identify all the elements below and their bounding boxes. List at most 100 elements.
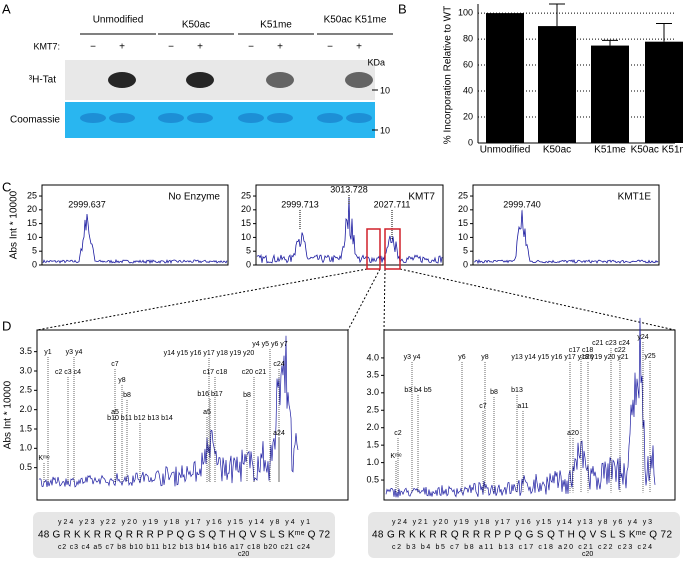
zoom-lines — [36, 268, 676, 331]
ion-row: y24 y21 y20 y19 y18 y17 y16 y15 y14 y13 … — [392, 519, 652, 526]
spectrum-title: No Enzyme — [168, 192, 220, 203]
ion-label: Kᵐᵉ — [390, 453, 402, 460]
peak-label: 2999.637 — [68, 199, 106, 209]
x-tick-label: K51me — [594, 145, 626, 156]
bar — [486, 13, 524, 143]
ion-label: y3 y4 — [404, 354, 421, 361]
y-tick-label: 20 — [27, 204, 37, 214]
coomassie-band — [80, 113, 106, 123]
y-tick-label: 15 — [27, 218, 37, 228]
ion-label: b8 — [243, 392, 251, 399]
peak-label: 3013.728 — [330, 184, 368, 194]
ion-label: c24 — [273, 361, 284, 368]
panel-label: A — [2, 1, 11, 16]
state: − — [248, 42, 254, 53]
y-tick-label: 10 — [241, 232, 251, 242]
y-tick-label: 15 — [241, 218, 251, 228]
marker-label: 10 — [380, 125, 390, 135]
state: + — [119, 42, 125, 53]
lane-label: Unmodified — [93, 15, 144, 26]
y-tick-label: 60 — [463, 59, 473, 69]
lane-label: K51me — [260, 20, 292, 31]
y-tick-label: 25 — [458, 190, 468, 200]
ion-label: b8 — [123, 392, 131, 399]
y-tick-label: 3.0 — [19, 365, 32, 375]
state: + — [356, 42, 362, 53]
y-tick-label: 0.5 — [19, 462, 32, 472]
ion-label: c17 c18 — [569, 347, 594, 354]
ion-label: a11 — [517, 403, 528, 410]
ion-label: y4 y5 y6 y7 — [252, 341, 288, 348]
ion-row: c20 — [238, 551, 249, 558]
y-tick-label: 2.5 — [19, 385, 32, 395]
ion-label: c2 — [394, 430, 402, 437]
spectrum-trace — [473, 210, 659, 265]
state: + — [277, 42, 283, 53]
state: − — [90, 42, 96, 53]
y-tick-label: 2.0 — [19, 404, 32, 414]
zoom-box — [366, 228, 381, 270]
kmt7-label: KMT7: — [33, 41, 60, 51]
ion-label: a5 — [203, 409, 211, 416]
spectrum-title: KMT1E — [618, 192, 652, 203]
spectrum-frame — [472, 184, 660, 266]
panel-label: D — [2, 318, 11, 333]
band — [266, 72, 294, 88]
y-tick-label: 5 — [463, 246, 468, 256]
ion-label: c7 — [479, 403, 487, 410]
spectrum-title: KMT7 — [408, 192, 435, 203]
ion-row: c2 b3 b4 b5 c7 b8 a11 b13 c17 c18 a20 c2… — [392, 544, 652, 551]
bar — [538, 26, 576, 143]
ion-label: y6 — [458, 354, 466, 361]
y-tick-label: 1.5 — [19, 423, 32, 433]
coomassie-band — [267, 113, 293, 123]
state: − — [327, 42, 333, 53]
y-tick-label: 0 — [32, 259, 37, 269]
ion-label: y3 y4 — [66, 349, 83, 356]
coomassie-band — [187, 113, 213, 123]
peak-label: 2027.711 — [374, 199, 411, 209]
ion-label: a5 — [111, 409, 119, 416]
ion-label: a20 — [567, 430, 579, 437]
y-tick-label: 10 — [458, 232, 468, 242]
y-axis-label: Abs Int * 10000 — [3, 380, 14, 449]
panel-label: C — [2, 179, 11, 194]
y-tick-label: 1.5 — [366, 440, 379, 450]
panel-label: B — [398, 1, 407, 16]
spectrum-trace — [256, 197, 443, 264]
row-label: ³H-Tat — [29, 75, 56, 86]
y-tick-label: 5 — [32, 246, 37, 256]
ion-label: y14 y15 y16 y17 y18 y19 y20 — [164, 350, 255, 357]
row-label: Coomassie — [10, 115, 60, 126]
lane-label: K50ac K51me — [324, 15, 387, 26]
bar — [591, 45, 629, 143]
y-tick-label: 0 — [468, 137, 473, 147]
ion-label: c22 — [614, 347, 625, 354]
y-tick-label: 2.0 — [366, 422, 379, 432]
y-tick-label: 1.0 — [366, 457, 379, 467]
spectrum-frame — [41, 184, 229, 266]
marker-label: 10 — [380, 85, 390, 95]
y-tick-label: 20 — [458, 204, 468, 214]
ion-row: c2 c3 c4 a5 c7 b8 b10 b11 b12 b13 b14 b1… — [58, 544, 310, 551]
ion-label: Kᵐᵉ — [38, 455, 50, 462]
error-bar — [656, 22, 672, 42]
y-tick-label: 40 — [463, 85, 473, 95]
y-tick-label: 1.0 — [19, 443, 32, 453]
x-tick-label: Unmodified — [480, 145, 531, 156]
y-axis-label: % Incorporation Relative to WT — [443, 6, 454, 144]
y-tick-label: 5 — [246, 246, 251, 256]
spectrum-trace — [42, 213, 228, 265]
y-tick-label: 15 — [458, 218, 468, 228]
y-tick-label: 0 — [463, 259, 468, 269]
sequence: 48 G R K K R R Q R R R P P Q G S Q T H Q… — [38, 530, 330, 541]
y-tick-label: 20 — [463, 111, 473, 121]
band — [186, 72, 214, 88]
coomassie-band — [346, 113, 372, 123]
coomassie-band — [317, 113, 343, 123]
ion-label: y25 — [644, 353, 655, 360]
coomassie-band — [158, 113, 184, 123]
ion-label: c17 c18 — [203, 369, 228, 376]
spectrum-trace — [385, 317, 656, 498]
